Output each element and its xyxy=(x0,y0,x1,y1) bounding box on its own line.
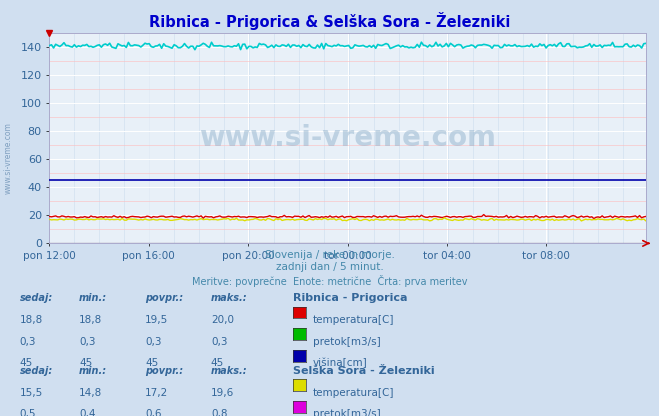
Text: www.si-vreme.com: www.si-vreme.com xyxy=(199,124,496,152)
Text: temperatura[C]: temperatura[C] xyxy=(313,315,395,325)
Text: 0,3: 0,3 xyxy=(145,337,161,347)
Text: 45: 45 xyxy=(145,358,158,368)
Text: Selška Sora - Železniki: Selška Sora - Železniki xyxy=(293,366,435,376)
Text: 20,0: 20,0 xyxy=(211,315,234,325)
Text: zadnji dan / 5 minut.: zadnji dan / 5 minut. xyxy=(275,262,384,272)
Text: Meritve: povprečne  Enote: metrične  Črta: prva meritev: Meritve: povprečne Enote: metrične Črta:… xyxy=(192,275,467,287)
Text: Slovenija / reke in morje.: Slovenija / reke in morje. xyxy=(264,250,395,260)
Text: 45: 45 xyxy=(20,358,33,368)
Text: min.:: min.: xyxy=(79,366,107,376)
Text: pretok[m3/s]: pretok[m3/s] xyxy=(313,337,381,347)
Text: 14,8: 14,8 xyxy=(79,388,102,398)
Text: maks.:: maks.: xyxy=(211,293,248,303)
Text: povpr.:: povpr.: xyxy=(145,366,183,376)
Text: Ribnica - Prigorica: Ribnica - Prigorica xyxy=(293,293,408,303)
Text: min.:: min.: xyxy=(79,293,107,303)
Text: 0,4: 0,4 xyxy=(79,409,96,416)
Text: 0,6: 0,6 xyxy=(145,409,161,416)
Text: 0,3: 0,3 xyxy=(79,337,96,347)
Text: 18,8: 18,8 xyxy=(20,315,43,325)
Text: povpr.:: povpr.: xyxy=(145,293,183,303)
Text: 45: 45 xyxy=(79,358,92,368)
Text: 0,3: 0,3 xyxy=(20,337,36,347)
Text: 19,6: 19,6 xyxy=(211,388,234,398)
Text: 0,5: 0,5 xyxy=(20,409,36,416)
Text: sedaj:: sedaj: xyxy=(20,293,53,303)
Text: 15,5: 15,5 xyxy=(20,388,43,398)
Text: 18,8: 18,8 xyxy=(79,315,102,325)
Text: temperatura[C]: temperatura[C] xyxy=(313,388,395,398)
Text: 45: 45 xyxy=(211,358,224,368)
Text: 0,8: 0,8 xyxy=(211,409,227,416)
Text: sedaj:: sedaj: xyxy=(20,366,53,376)
Text: Ribnica - Prigorica & Selška Sora - Železniki: Ribnica - Prigorica & Selška Sora - Žele… xyxy=(149,12,510,30)
Text: www.si-vreme.com: www.si-vreme.com xyxy=(3,122,13,194)
Text: višina[cm]: višina[cm] xyxy=(313,358,368,369)
Text: 19,5: 19,5 xyxy=(145,315,168,325)
Text: pretok[m3/s]: pretok[m3/s] xyxy=(313,409,381,416)
Text: 0,3: 0,3 xyxy=(211,337,227,347)
Text: maks.:: maks.: xyxy=(211,366,248,376)
Text: 17,2: 17,2 xyxy=(145,388,168,398)
